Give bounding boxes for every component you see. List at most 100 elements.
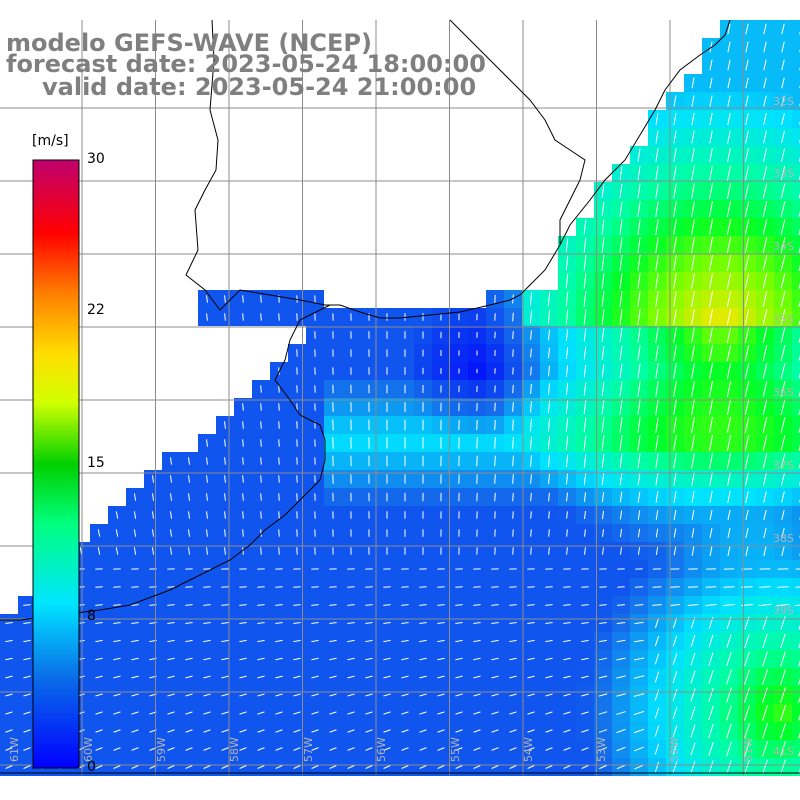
wind-arrow bbox=[601, 454, 605, 468]
wind-arrow bbox=[708, 309, 714, 325]
wind-arrow bbox=[634, 639, 644, 643]
wind-arrow bbox=[131, 711, 139, 715]
wind-arrow bbox=[633, 710, 645, 716]
wind-arrow bbox=[727, 509, 731, 521]
wind-arrow bbox=[242, 313, 244, 321]
wind-arrow bbox=[673, 381, 677, 397]
wind-arrow bbox=[329, 765, 337, 769]
wind-arrow bbox=[185, 747, 193, 751]
wind-arrow bbox=[494, 455, 496, 467]
wind-arrow bbox=[616, 621, 626, 625]
wind-arrow bbox=[419, 675, 427, 679]
wind-arrow bbox=[455, 747, 463, 751]
wind-arrow bbox=[670, 586, 680, 588]
wind-arrow bbox=[691, 345, 695, 361]
wind-arrow bbox=[167, 639, 175, 643]
wind-arrow bbox=[563, 711, 571, 715]
wind-arrow bbox=[601, 417, 605, 433]
title-forecast-date: forecast date: 2023-05-24 18:00:00 bbox=[6, 50, 486, 78]
wind-arrow bbox=[673, 237, 677, 253]
wind-arrow bbox=[708, 742, 714, 756]
wind-arrow bbox=[601, 328, 605, 342]
wind-arrow bbox=[401, 693, 409, 697]
wind-arrow bbox=[548, 511, 550, 519]
wind-arrow bbox=[133, 511, 137, 519]
wind-arrow bbox=[419, 747, 427, 751]
wind-arrow bbox=[598, 729, 608, 733]
lon-label: 56W bbox=[375, 737, 388, 762]
wind-arrow bbox=[131, 639, 139, 643]
wind-arrow bbox=[744, 327, 750, 343]
wind-arrow bbox=[278, 493, 280, 501]
wind-arrow bbox=[673, 345, 677, 361]
wind-arrow bbox=[691, 363, 695, 379]
wind-arrow bbox=[95, 657, 103, 661]
wind-arrow bbox=[780, 255, 786, 271]
wind-arrow bbox=[455, 765, 463, 769]
wind-arrow bbox=[115, 511, 119, 519]
wind-arrow bbox=[509, 604, 517, 606]
wind-arrow bbox=[745, 472, 749, 486]
wind-arrow bbox=[224, 295, 226, 303]
wind-arrow bbox=[619, 472, 623, 486]
wind-arrow bbox=[203, 657, 211, 661]
wind-arrow bbox=[185, 693, 193, 697]
wind-arrow bbox=[762, 165, 768, 181]
wind-arrow bbox=[780, 399, 786, 415]
wind-arrow bbox=[221, 675, 229, 679]
lat-label: 33S bbox=[773, 167, 794, 180]
wind-arrow bbox=[473, 729, 481, 733]
wind-arrow bbox=[762, 148, 768, 162]
wind-arrow bbox=[473, 675, 481, 679]
wind-arrow bbox=[113, 604, 121, 606]
wind-arrow bbox=[455, 622, 463, 624]
wind-arrow bbox=[709, 112, 713, 126]
wind-arrow bbox=[437, 657, 445, 661]
wind-arrow bbox=[655, 201, 659, 217]
wind-arrow bbox=[221, 747, 229, 751]
wind-arrow bbox=[257, 622, 265, 624]
wind-arrow bbox=[509, 639, 517, 643]
wind-arrow bbox=[473, 765, 481, 769]
wind-arrow bbox=[709, 509, 713, 521]
wind-arrow bbox=[727, 95, 731, 107]
wind-arrow bbox=[512, 349, 514, 357]
wind-arrow bbox=[762, 201, 768, 217]
colorbar-tick: 15 bbox=[87, 455, 105, 471]
wind-arrow bbox=[708, 183, 714, 199]
wind-arrow bbox=[727, 545, 731, 557]
wind-arrow bbox=[188, 529, 190, 537]
wind-arrow bbox=[530, 348, 532, 358]
wind-arrow bbox=[744, 741, 750, 757]
wind-arrow bbox=[745, 130, 749, 144]
wind-arrow bbox=[188, 475, 190, 483]
wind-arrow bbox=[780, 345, 786, 361]
wind-arrow bbox=[780, 705, 786, 721]
wind-arrow bbox=[619, 363, 623, 379]
wind-arrow bbox=[619, 399, 623, 415]
wind-arrow bbox=[221, 765, 229, 769]
wind-arrow bbox=[744, 687, 750, 703]
wind-arrow bbox=[762, 705, 768, 721]
wind-arrow bbox=[581, 765, 589, 769]
wind-arrow bbox=[365, 765, 373, 769]
wind-arrow bbox=[599, 622, 607, 624]
wind-arrow bbox=[224, 439, 226, 447]
wind-arrow bbox=[419, 622, 427, 624]
wind-arrow bbox=[188, 493, 190, 501]
wind-arrow bbox=[601, 219, 605, 235]
wind-arrow bbox=[583, 308, 587, 326]
wind-arrow bbox=[744, 291, 750, 307]
wind-arrow bbox=[781, 545, 785, 557]
wind-arrow bbox=[726, 760, 732, 774]
wind-arrow bbox=[583, 454, 587, 468]
wind-arrow bbox=[726, 399, 732, 415]
wind-arrow bbox=[762, 291, 768, 307]
wind-arrow bbox=[763, 113, 767, 125]
wind-arrow bbox=[727, 130, 731, 144]
wind-arrow bbox=[383, 765, 391, 769]
wind-arrow bbox=[239, 675, 247, 679]
wind-arrow bbox=[763, 59, 767, 71]
wind-arrow bbox=[401, 747, 409, 751]
colorbar-tick: 8 bbox=[87, 608, 96, 624]
